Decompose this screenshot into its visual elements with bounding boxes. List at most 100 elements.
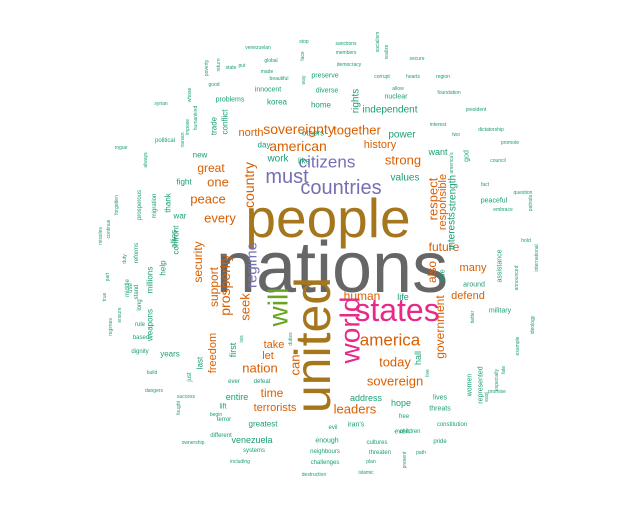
cloud-word: today — [379, 355, 411, 370]
cloud-word: reforms — [134, 243, 140, 263]
cloud-word: address — [350, 393, 383, 403]
cloud-word: war — [173, 212, 187, 221]
cloud-word: take — [264, 339, 285, 351]
cloud-word: based — [133, 335, 149, 341]
cloud-word: thank — [164, 192, 173, 213]
cloud-word: independent — [362, 105, 417, 116]
cloud-word: global — [264, 58, 277, 64]
cloud-word: live — [425, 369, 431, 377]
cloud-word: islamic — [358, 470, 374, 476]
cloud-word: path — [416, 450, 426, 456]
cloud-word: allies — [170, 230, 179, 248]
cloud-word: freedom — [207, 333, 219, 373]
cloud-word: east — [484, 392, 490, 402]
cloud-word: threaten — [369, 450, 391, 456]
cloud-word: nuclear — [385, 94, 409, 101]
cloud-word: dignity — [131, 349, 148, 355]
cloud-word: defeat — [254, 379, 271, 385]
cloud-word: strength — [448, 175, 459, 211]
cloud-word: just — [187, 372, 193, 383]
cloud-word: always — [143, 152, 149, 168]
cloud-word: secure — [409, 56, 424, 62]
cloud-word: two — [452, 132, 460, 138]
cloud-word: corrupt — [374, 74, 390, 80]
cloud-word: conflict — [221, 109, 230, 135]
cloud-word: hold — [521, 238, 531, 244]
cloud-word: years — [160, 350, 180, 359]
cloud-word: government — [433, 295, 447, 359]
cloud-word: rights — [351, 89, 362, 113]
cloud-word: way — [301, 75, 307, 84]
cloud-word: millions — [146, 267, 155, 294]
cloud-word: ownership — [182, 440, 205, 446]
cloud-word: many — [460, 262, 487, 274]
cloud-word: part — [105, 272, 111, 281]
cloud-word: allow — [392, 86, 404, 92]
cloud-word: like — [298, 157, 311, 166]
cloud-word: hope — [391, 398, 411, 408]
cloud-word: lives — [433, 395, 448, 402]
cloud-word: return — [216, 58, 222, 71]
cloud-word: enough — [315, 438, 338, 445]
cloud-word: america's — [449, 152, 455, 174]
cloud-word: begin — [210, 412, 222, 418]
cloud-word: iranian — [180, 132, 186, 147]
cloud-word: responsible — [437, 174, 449, 230]
cloud-word: foundation — [437, 90, 461, 96]
cloud-word: better — [470, 310, 476, 323]
cloud-word: safe — [440, 269, 447, 282]
cloud-word: god — [464, 150, 471, 162]
cloud-word: beautiful — [270, 76, 289, 82]
cloud-word: ever — [228, 379, 240, 385]
cloud-word: hall — [413, 351, 423, 365]
cloud-word: problems — [216, 97, 245, 104]
cloud-word: people — [245, 187, 410, 249]
cloud-word: can — [288, 355, 303, 376]
cloud-word: fight — [176, 178, 192, 187]
cloud-word: even — [394, 429, 409, 436]
cloud-word: members — [336, 50, 357, 56]
cloud-word: rogue — [115, 145, 128, 151]
cloud-word: america — [360, 331, 421, 350]
cloud-word: new — [193, 151, 208, 160]
cloud-word: entire — [226, 392, 249, 402]
cloud-word: want — [427, 147, 448, 157]
cloud-word: poverty — [204, 59, 210, 76]
cloud-word: regimes — [108, 318, 114, 336]
cloud-word: peaceful — [481, 198, 508, 205]
cloud-word: political — [155, 138, 175, 144]
cloud-word: citizens — [299, 153, 356, 172]
cloud-word: venezuelan — [245, 45, 271, 51]
cloud-word: help — [159, 260, 168, 276]
cloud-word: interest — [430, 122, 447, 128]
cloud-word: whose — [187, 88, 193, 103]
cloud-word: council — [490, 158, 506, 164]
cloud-word: innocent — [255, 87, 282, 94]
cloud-word: seek — [238, 293, 253, 321]
cloud-word: fought — [176, 400, 182, 415]
cloud-word: free — [399, 414, 410, 420]
cloud-word: weapons — [146, 309, 155, 342]
cloud-word: embrace — [493, 207, 513, 213]
cloud-word: dictatorship — [478, 127, 504, 133]
cloud-word: life — [397, 292, 409, 302]
cloud-word: constitution — [437, 422, 467, 428]
cloud-word: diverse — [316, 88, 339, 95]
cloud-word: venezuela — [231, 435, 272, 445]
cloud-word: strong — [385, 153, 421, 168]
cloud-word: support — [207, 266, 221, 307]
cloud-word: good — [208, 82, 219, 88]
cloud-word: put — [239, 63, 247, 69]
cloud-word: dangers — [145, 388, 164, 394]
cloud-word: sanctions — [335, 41, 357, 47]
cloud-word: preserve — [311, 73, 338, 80]
cloud-word: hearts — [406, 74, 420, 80]
cloud-word: sovereign — [367, 374, 423, 389]
cloud-word: nation — [242, 361, 277, 376]
cloud-word: prosperous — [137, 190, 143, 220]
cloud-word: let — [262, 350, 274, 362]
cloud-word: country — [241, 162, 257, 208]
cloud-word: question — [514, 190, 533, 196]
cloud-word: children — [399, 429, 420, 435]
